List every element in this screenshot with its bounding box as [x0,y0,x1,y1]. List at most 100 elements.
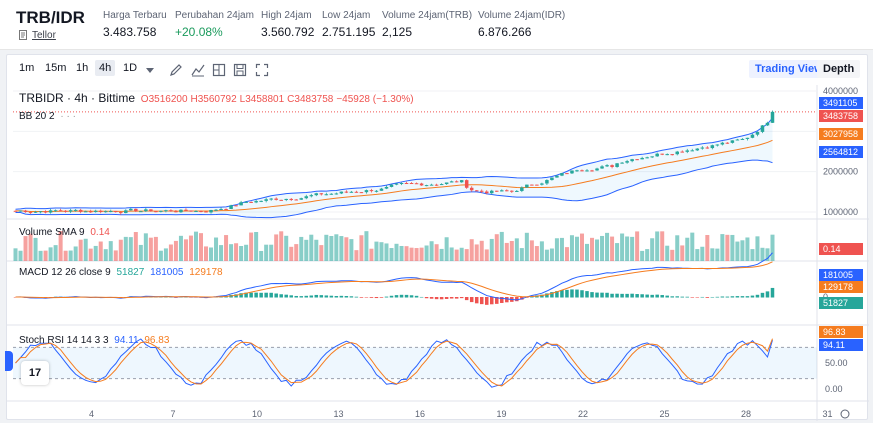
tradingview-logo[interactable]: 17 [21,361,49,385]
interval-1h[interactable]: 1h [76,62,89,74]
volume-bar [183,239,188,261]
settings-icon[interactable] [840,409,850,419]
macd-histogram-bar [434,297,439,300]
bb-lower-line [15,159,773,219]
candle-body [354,191,359,193]
candle-body [78,209,83,212]
volume-bar [394,243,399,261]
candle-body [770,111,775,123]
volume-bar [148,237,153,261]
candle-body [23,210,28,213]
candle-body [33,211,38,213]
candle-body [274,198,278,200]
macd-histogram-bar [284,294,288,298]
volume-bar [479,240,484,261]
macd-histogram-bar [474,297,479,304]
volume-bar [615,243,620,261]
candle-body [369,190,374,192]
volume-bar [755,236,760,261]
volume-bar [73,246,78,261]
volume-bar [178,235,183,261]
macd-histogram-bar [424,297,429,299]
macd-histogram-bar [449,297,454,299]
document-icon [19,30,27,40]
candle-body [645,157,649,159]
volume-bar [585,243,590,261]
tab-depth[interactable]: Depth [817,60,861,78]
interval-1d[interactable]: 1D [123,62,138,74]
ohlc-high: H3560792 [190,94,237,105]
macd-histogram-bar [259,292,263,298]
tab-trading-view[interactable]: Trading View [749,60,829,78]
macd-histogram-bar [249,292,253,298]
time-axis-label: 31 [823,409,833,419]
volume-bar [103,249,108,261]
candle-body [279,199,283,201]
price-axis-label: 2000000 [823,167,858,177]
macd-histogram-bar [339,295,344,298]
macd-histogram-bar [374,297,379,299]
stoch-d-value: 96.83 [144,335,170,346]
side-collapse-handle[interactable] [5,351,13,371]
stat-value: 3.560.792 [261,25,315,39]
candle-body [389,184,394,187]
volume-value: 0.14 [90,227,110,238]
volume-bar [143,233,148,261]
candle-body [103,211,108,213]
volume-bar [224,235,229,261]
price-chart[interactable]: 4000000300000020000001000000050.000.0047… [7,85,869,421]
candle-body [635,159,639,161]
volume-bar [209,247,214,261]
candle-body [224,208,228,210]
macd-histogram-bar [505,297,509,303]
candle-body [755,131,760,135]
volume-bar [489,238,494,261]
macd-histogram-bar [234,294,238,298]
candle-body [575,170,579,172]
candle-body [640,157,644,160]
candle-body [43,211,48,213]
indicators-icon[interactable] [191,63,205,77]
volume-bar [760,247,765,261]
volume-bar [524,232,529,261]
volume-bar [38,250,43,261]
stoch-label: Stoch RSI 14 14 3 3 [19,335,109,346]
candle-body [505,190,509,192]
volume-bar [324,234,329,261]
stat-label: Harga Terbaru [103,10,167,21]
macd-histogram-bar [740,296,745,298]
more-dots-icon[interactable]: · · · [60,111,76,122]
candle-body [745,137,750,139]
candle-body [149,209,153,212]
volume-bar [419,247,424,261]
volume-bar [414,248,419,261]
stoch-k-value: 94.11 [114,335,139,346]
candle-body [570,170,574,174]
dropdown-icon[interactable] [143,63,157,77]
candle-body [239,202,243,206]
price-tag-bb-upper: 3491105 [823,98,857,108]
time-axis-label: 19 [497,409,507,419]
volume-bar [740,240,745,261]
volume-bar [294,244,299,261]
macd-histogram-bar [515,297,519,302]
volume-bar [429,241,434,261]
candle-body [510,190,514,192]
stat-value: 3.483.758 [103,25,157,39]
fullscreen-icon[interactable] [255,63,269,77]
candle-body [630,159,634,162]
volume-bar [23,236,28,261]
interval-1m[interactable]: 1m [19,62,35,74]
pencil-icon[interactable] [169,63,183,77]
candle-body [525,184,529,188]
interval-15m[interactable]: 15m [45,62,67,74]
candle-body [73,209,78,211]
broker-link[interactable]: Tellor [32,30,56,41]
macd-legend: MACD 12 26 close 9 51827 181005 129178 [19,267,226,278]
macd-tag-line-bg [819,269,863,281]
interval-4h[interactable]: 4h [95,60,116,76]
volume-bar [720,234,725,261]
layout-icon[interactable] [212,63,226,77]
candle-body [605,165,609,167]
save-icon[interactable] [233,63,247,77]
